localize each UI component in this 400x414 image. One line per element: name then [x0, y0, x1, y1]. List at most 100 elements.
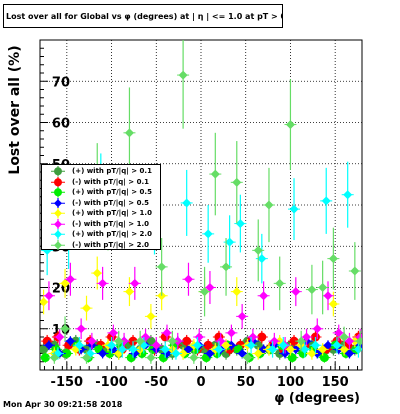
data-point: [189, 353, 199, 363]
data-point: [192, 340, 202, 350]
legend-label: (-) with pT/|q| > 0.1: [72, 177, 149, 186]
data-point: [319, 353, 329, 363]
data-point: [289, 336, 299, 346]
legend-marker: [51, 187, 65, 198]
data-point: [60, 278, 70, 288]
legend-entry: (+) with pT/|q| > 0.5: [42, 187, 160, 198]
data-point: [323, 291, 333, 301]
data-point: [178, 70, 188, 80]
data-point: [151, 340, 161, 350]
data-point: [210, 169, 220, 179]
data-point: [328, 299, 338, 309]
data-point: [312, 324, 322, 334]
data-point: [62, 349, 72, 358]
data-point: [60, 324, 70, 334]
data-point: [257, 254, 267, 264]
data-point: [296, 336, 306, 346]
y-axis-label-text: Lost over all (%): [7, 45, 23, 175]
data-point: [162, 328, 172, 338]
data-point: [323, 340, 333, 350]
data-point: [65, 336, 75, 346]
data-point: [182, 198, 192, 208]
data-point: [203, 340, 213, 350]
data-point: [205, 283, 215, 292]
x-tick-label: 150: [322, 375, 349, 390]
data-point: [344, 349, 354, 358]
legend-marker-symbol: [54, 230, 62, 239]
legend-marker: [51, 218, 65, 229]
data-point: [275, 278, 285, 288]
data-point: [146, 353, 156, 363]
data-point: [107, 340, 117, 350]
legend-label: (+) with pT/|q| > 1.0: [72, 209, 152, 217]
data-point: [253, 245, 263, 255]
data-point: [183, 274, 193, 284]
x-tick-label: 0: [196, 375, 205, 390]
legend-marker-symbol: [54, 240, 62, 249]
data-point: [40, 344, 49, 354]
data-point: [40, 297, 49, 307]
chart-title-text: Lost over all for Global vs φ (degrees) …: [6, 12, 283, 21]
legend-marker: [51, 239, 65, 250]
data-point: [226, 328, 236, 338]
legend-entry: (-) with pT/|q| > 2.0: [42, 239, 160, 250]
data-point: [339, 332, 349, 342]
data-point: [82, 353, 92, 363]
data-point: [40, 353, 50, 363]
data-point: [171, 349, 181, 358]
data-point: [344, 336, 354, 346]
data-point: [205, 349, 215, 358]
data-point: [203, 229, 213, 239]
data-point: [302, 332, 312, 342]
data-point: [157, 262, 167, 272]
data-point: [232, 177, 242, 187]
data-point: [221, 340, 231, 350]
data-point: [307, 349, 317, 358]
data-point: [183, 344, 193, 354]
legend-marker: [51, 208, 65, 219]
data-point: [92, 268, 102, 278]
data-point: [278, 340, 288, 350]
legend-entry: (+) with pT/|q| > 1.0: [42, 208, 160, 219]
data-point: [82, 303, 92, 313]
legend-entry: (-) with pT/|q| > 1.0: [42, 218, 160, 229]
legend-label: (-) with pT/|q| > 1.0: [72, 219, 149, 228]
data-point: [128, 344, 138, 354]
data-point: [232, 287, 242, 297]
data-point: [307, 285, 317, 295]
data-point: [268, 344, 278, 354]
data-point: [328, 254, 338, 264]
data-point: [49, 353, 59, 363]
legend-marker-symbol: [54, 167, 62, 176]
legend-marker-symbol: [54, 177, 62, 186]
data-point: [287, 353, 297, 363]
x-tick-label: 50: [237, 375, 255, 390]
data-point: [167, 336, 177, 346]
legend-label: (+) with pT/|q| > 2.0: [72, 230, 152, 238]
data-point: [339, 344, 349, 354]
x-tick-label: -100: [95, 375, 128, 390]
data-point: [182, 336, 192, 346]
x-axis-label: φ (degrees): [274, 391, 360, 406]
legend-entry: (+) with pT/|q| > 2.0: [42, 229, 160, 240]
data-point: [285, 344, 295, 354]
legend-marker: [51, 229, 65, 240]
data-point: [114, 336, 124, 346]
legend-marker: [51, 166, 65, 177]
data-point: [243, 353, 253, 363]
legend-label: (-) with pT/|q| > 2.0: [72, 240, 149, 249]
data-point: [289, 204, 299, 214]
data-point: [253, 349, 263, 358]
data-point: [55, 332, 65, 342]
data-point: [332, 340, 342, 350]
legend-label: (+) with pT/|q| > 0.1: [72, 167, 152, 175]
data-point: [146, 336, 156, 346]
legend-entry: (-) with pT/|q| > 0.1: [42, 176, 160, 187]
legend-label: (+) with pT/|q| > 0.5: [72, 188, 152, 196]
x-tick-label: -50: [145, 375, 169, 390]
data-point: [259, 291, 269, 301]
y-tick-label: 60: [52, 117, 70, 132]
data-point: [214, 344, 224, 354]
data-point: [44, 340, 54, 350]
data-point: [264, 200, 274, 210]
